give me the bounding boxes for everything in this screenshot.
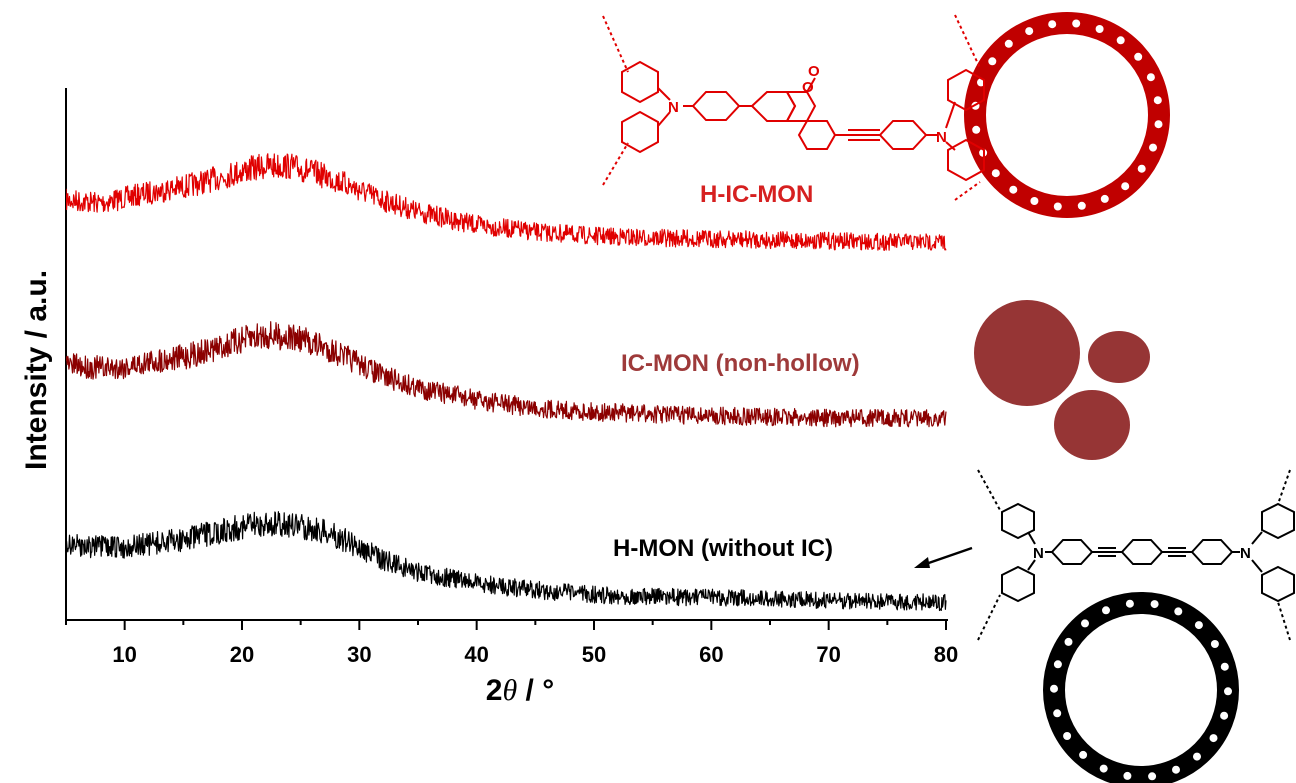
ring-pore <box>1174 607 1183 616</box>
ring-pore <box>1095 25 1104 33</box>
x-ticks <box>65 620 947 630</box>
x-tick-label: 80 <box>934 642 958 667</box>
solid-particles <box>974 300 1150 460</box>
ring-pore <box>1154 120 1163 129</box>
x-tick-label: 20 <box>230 642 254 667</box>
ring-pore <box>1072 19 1081 28</box>
series-line-1 <box>66 321 947 428</box>
x-tick-label: 10 <box>112 642 136 667</box>
ring-pore <box>1053 709 1062 718</box>
ic-linker-structure <box>602 14 985 201</box>
particle-large <box>974 300 1080 406</box>
x-axis-title: 2θ / ° <box>486 674 554 707</box>
hollow-sphere-black <box>1043 592 1239 783</box>
ring-pore <box>1137 164 1146 173</box>
atom-n-left-red: N <box>668 99 679 116</box>
ring-pore <box>1048 20 1057 29</box>
ring-pore <box>972 125 981 134</box>
x-tick-label: 50 <box>582 642 606 667</box>
particle-medium <box>1054 390 1130 460</box>
ring-pore <box>1123 771 1132 780</box>
ring-pore <box>1030 197 1039 205</box>
linker-structure-black <box>977 469 1295 641</box>
ring-pore <box>1146 73 1155 82</box>
atom-o-ring-red: O <box>802 79 814 96</box>
ring-pore <box>1004 39 1013 48</box>
series-label-h-mon: H-MON (without IC) <box>613 535 833 562</box>
ring-pore <box>1009 185 1018 194</box>
ring-pore <box>1193 752 1201 761</box>
ring-pore <box>991 169 1000 178</box>
series-label-h-ic-mon: H-IC-MON <box>700 181 813 208</box>
ring-pore <box>1063 732 1072 740</box>
ring-pore <box>1209 734 1218 743</box>
ring-pore <box>1079 750 1088 759</box>
ring-pore <box>1224 687 1232 696</box>
ring-pore <box>988 57 997 66</box>
ring-pore <box>1134 52 1143 61</box>
ring-pore <box>1025 27 1034 36</box>
ring-pore <box>1064 637 1073 646</box>
particle-small <box>1088 331 1150 383</box>
hollow-sphere-red <box>964 12 1170 218</box>
x-tick-label: 70 <box>816 642 840 667</box>
x-axis-title-theta: θ <box>502 674 517 707</box>
traces <box>66 153 947 612</box>
ring-pores-black <box>1050 599 1232 781</box>
ring-pore <box>1220 711 1229 720</box>
ring-pore <box>1099 764 1108 773</box>
atom-n-right-black: N <box>1240 545 1251 562</box>
ring-pore <box>1150 600 1159 609</box>
y-axis-title: Intensity / a.u. <box>20 270 53 470</box>
series-line-0 <box>66 153 947 251</box>
ring-pore <box>1102 606 1110 615</box>
ring-pore <box>1149 143 1157 152</box>
series-label-ic-mon: IC-MON (non-hollow) <box>621 350 860 377</box>
x-tick-labels: 10 20 30 40 50 60 70 80 <box>112 642 958 667</box>
x-axis-title-two: 2 <box>486 674 503 707</box>
ring-pore <box>1050 684 1058 693</box>
ring-pore <box>1077 201 1086 210</box>
atom-o-carbonyl-red: O <box>808 63 820 80</box>
ring-pore <box>1153 96 1162 105</box>
ring-pore <box>1053 660 1062 669</box>
x-tick-label: 30 <box>347 642 371 667</box>
x-tick-label: 40 <box>464 642 488 667</box>
x-axis-title-rest: / ° <box>517 674 554 707</box>
ring-pore <box>1121 182 1130 191</box>
ring-pore <box>1172 765 1180 774</box>
ring-pore <box>1220 662 1229 671</box>
ring-pore <box>1125 599 1134 608</box>
ring-pore <box>1148 772 1157 781</box>
ring-pore <box>1053 202 1062 211</box>
series-line-2 <box>66 511 947 612</box>
ring-pore <box>1194 621 1203 630</box>
ring-pore <box>1100 194 1109 203</box>
ring-pore <box>1116 36 1125 45</box>
atom-n-left-black: N <box>1033 545 1044 562</box>
pointer-arrow-head <box>914 557 930 568</box>
ring-pore <box>1081 619 1089 628</box>
x-tick-label: 60 <box>699 642 723 667</box>
atom-n-right-red: N <box>936 129 947 146</box>
ring-pore <box>1210 640 1219 648</box>
